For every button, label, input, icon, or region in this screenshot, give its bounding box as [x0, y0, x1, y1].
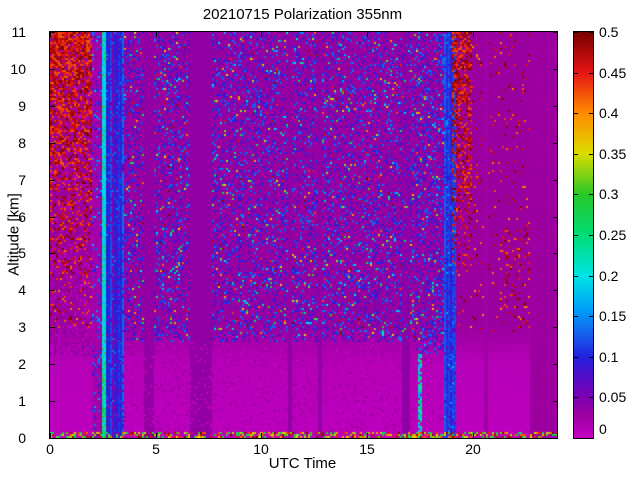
plot-area	[49, 31, 558, 439]
axis-tick	[50, 438, 55, 439]
x-tick-label: 20	[465, 441, 481, 457]
axis-tick	[50, 433, 51, 438]
y-tick-label: 3	[18, 319, 26, 335]
chart-title: 20210715 Polarization 355nm	[202, 6, 403, 23]
axis-tick	[50, 32, 51, 37]
axis-tick	[589, 397, 593, 398]
heatmap-canvas	[50, 32, 557, 438]
y-tick-label: 6	[18, 209, 26, 225]
y-tick-label: 0	[18, 430, 26, 446]
axis-tick	[367, 433, 368, 438]
axis-tick	[574, 32, 578, 33]
axis-tick	[553, 401, 558, 402]
colorbar-tick-label: 0.35	[599, 146, 627, 162]
y-tick-label: 5	[18, 245, 26, 261]
axis-tick	[574, 397, 578, 398]
axis-tick	[50, 32, 55, 33]
axis-tick	[589, 276, 593, 277]
axis-tick	[589, 32, 593, 33]
axis-tick	[553, 438, 558, 439]
axis-tick	[553, 180, 558, 181]
axis-tick	[574, 154, 578, 155]
axis-tick	[473, 433, 474, 438]
colorbar-tick-label: 0.15	[599, 308, 627, 324]
colorbar	[573, 31, 594, 439]
colorbar-tick-label: 0.1	[599, 349, 619, 365]
axis-tick	[50, 180, 55, 181]
axis-tick	[50, 143, 55, 144]
axis-tick	[261, 32, 262, 37]
x-tick-label: 10	[253, 441, 269, 457]
axis-tick	[50, 69, 55, 70]
y-tick-label: 2	[18, 356, 26, 372]
axis-tick	[574, 276, 578, 277]
colorbar-tick-label: 0.3	[599, 186, 619, 202]
axis-tick	[574, 316, 578, 317]
axis-tick	[589, 154, 593, 155]
colorbar-tick-label: 0.45	[599, 65, 627, 81]
colorbar-tick-label: 0	[599, 421, 607, 437]
axis-tick	[553, 290, 558, 291]
axis-tick	[367, 32, 368, 37]
axis-tick	[156, 32, 157, 37]
axis-tick	[261, 433, 262, 438]
axis-tick	[589, 235, 593, 236]
colorbar-tick-label: 0.05	[599, 389, 627, 405]
colorbar-tick-label: 0.25	[599, 227, 627, 243]
axis-tick	[589, 316, 593, 317]
axis-tick	[574, 73, 578, 74]
axis-tick	[553, 217, 558, 218]
x-tick-label: 5	[152, 441, 160, 457]
axis-tick	[156, 433, 157, 438]
x-axis-label: UTC Time	[268, 455, 337, 472]
y-tick-label: 11	[11, 24, 26, 40]
axis-tick	[50, 106, 55, 107]
axis-tick	[50, 290, 55, 291]
axis-tick	[553, 32, 558, 33]
y-tick-label: 8	[18, 135, 26, 151]
axis-tick	[553, 106, 558, 107]
y-tick-label: 9	[18, 98, 26, 114]
x-tick-label: 0	[46, 441, 54, 457]
axis-tick	[50, 217, 55, 218]
colorbar-tick-label: 0.4	[599, 105, 619, 121]
y-tick-label: 1	[18, 393, 26, 409]
axis-tick	[50, 253, 55, 254]
axis-tick	[473, 32, 474, 37]
axis-tick	[589, 357, 593, 358]
axis-tick	[589, 113, 593, 114]
x-tick-label: 15	[359, 441, 375, 457]
axis-tick	[574, 194, 578, 195]
axis-tick	[50, 401, 55, 402]
axis-tick	[589, 194, 593, 195]
axis-tick	[574, 357, 578, 358]
axis-tick	[574, 113, 578, 114]
axis-tick	[553, 69, 558, 70]
y-tick-label: 10	[10, 61, 26, 77]
colorbar-tick-label: 0.5	[599, 24, 619, 40]
axis-tick	[574, 235, 578, 236]
axis-tick	[553, 143, 558, 144]
axis-tick	[553, 253, 558, 254]
colorbar-tick-label: 0.2	[599, 268, 619, 284]
axis-tick	[50, 364, 55, 365]
y-tick-label: 7	[18, 172, 26, 188]
axis-tick	[553, 364, 558, 365]
colorbar-gradient	[574, 32, 593, 438]
axis-tick	[553, 327, 558, 328]
axis-tick	[50, 327, 55, 328]
axis-tick	[589, 73, 593, 74]
y-tick-label: 4	[18, 282, 26, 298]
